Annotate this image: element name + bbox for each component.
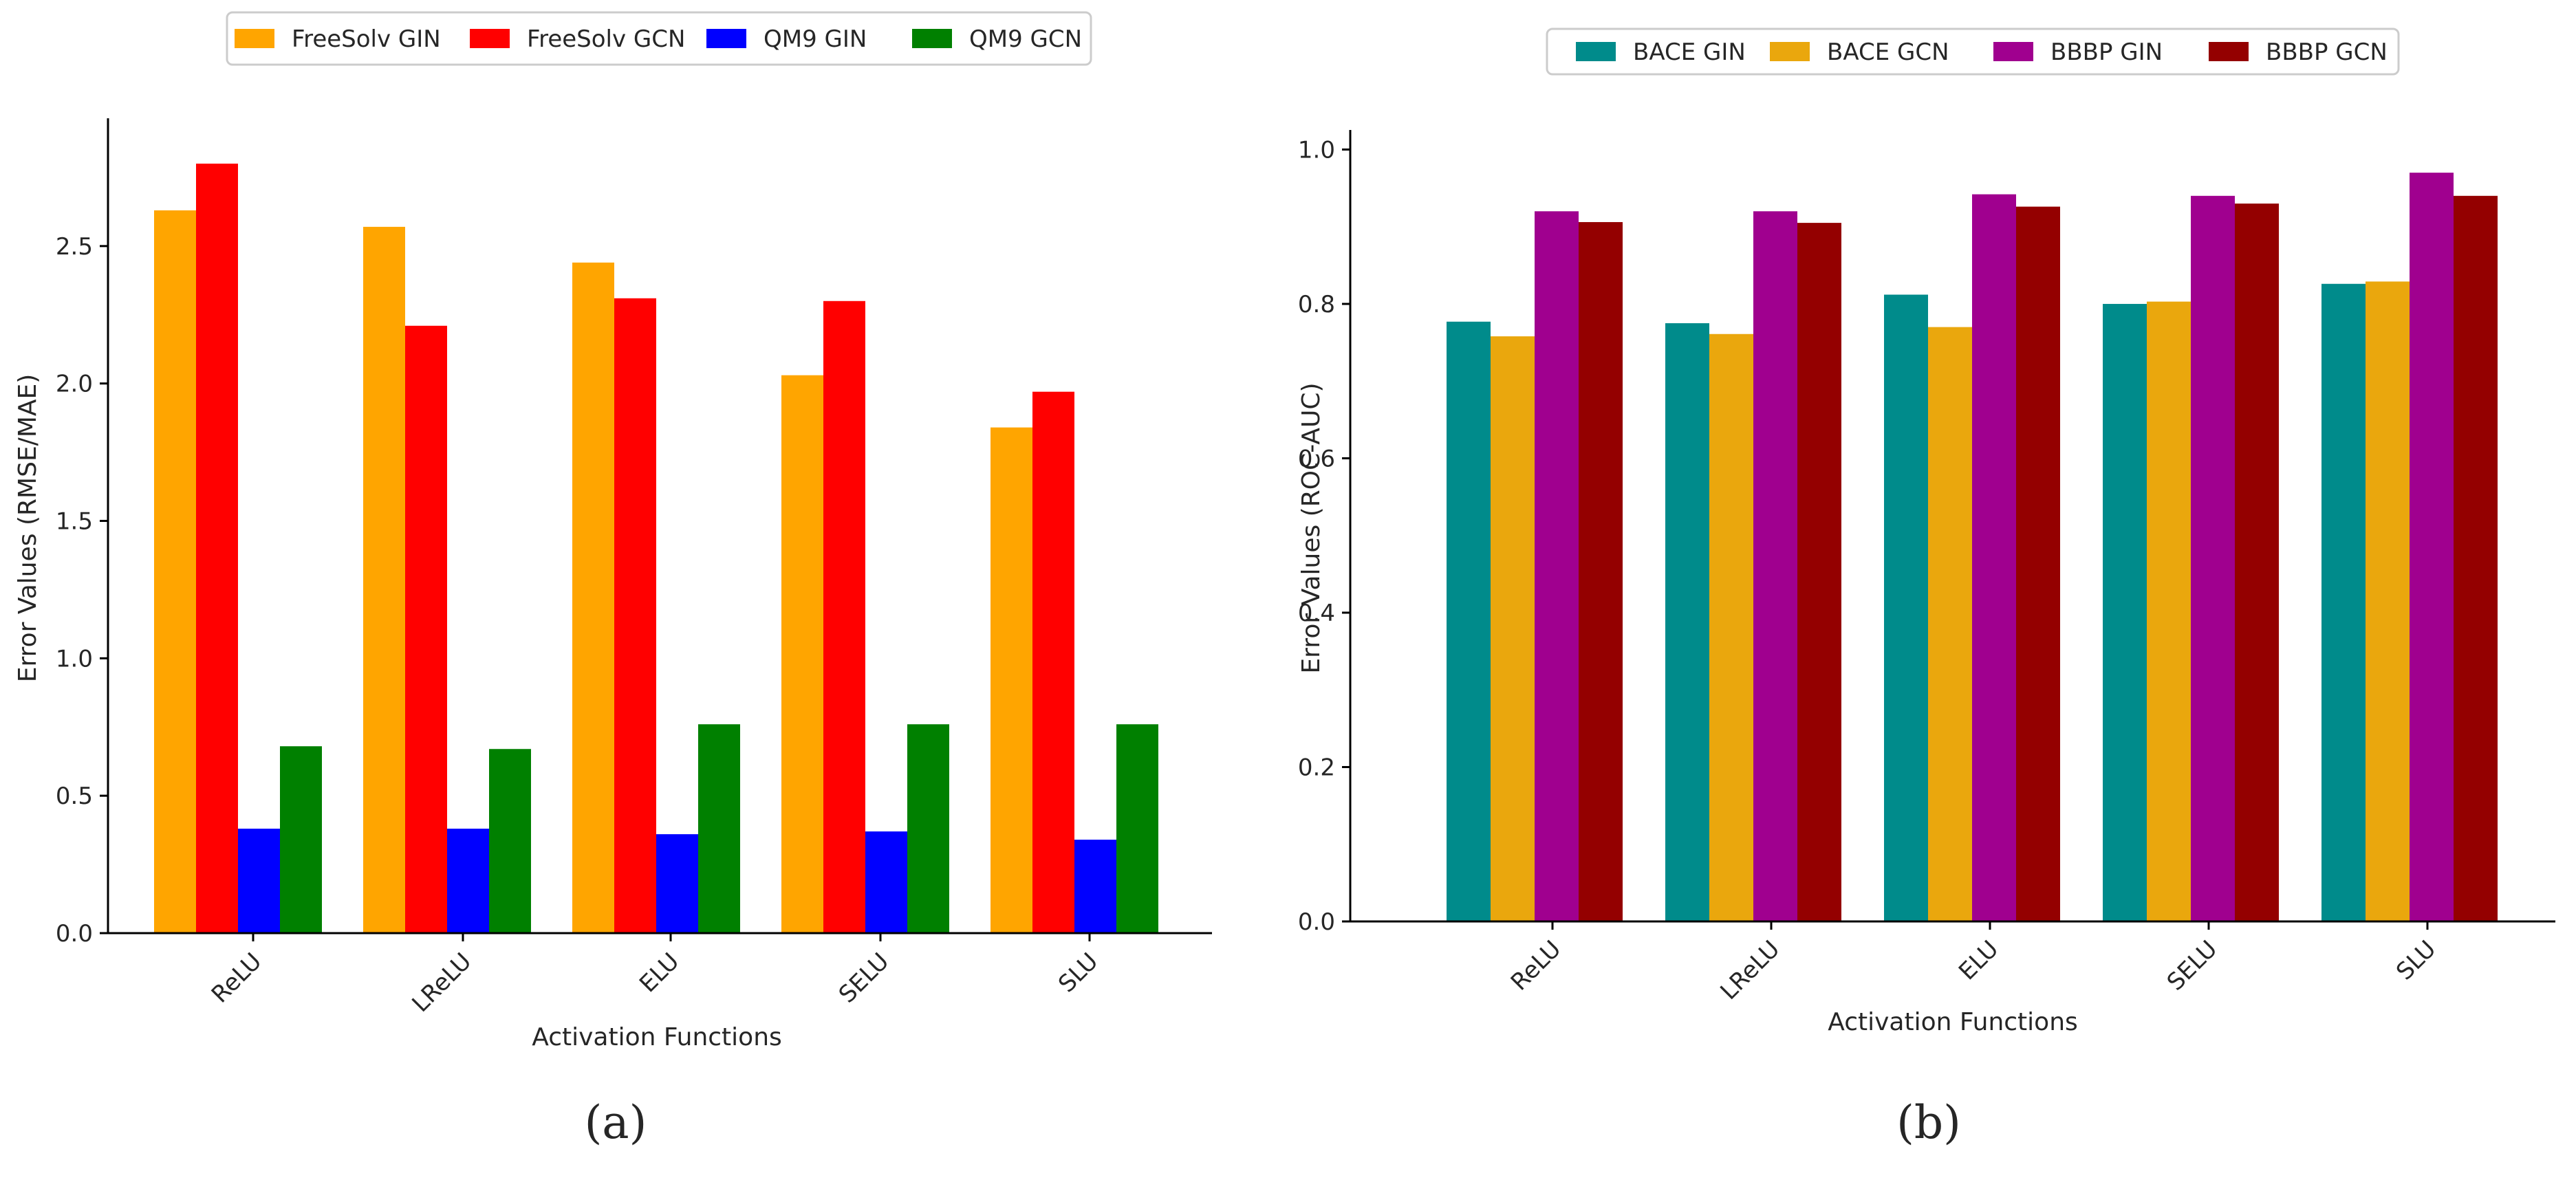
x-tick-label-slu: SLU [2391,935,2441,985]
bar-freesolv-gcn-relu [196,163,238,933]
legend-label: FreeSolv GIN [292,25,441,53]
bar-bbbp-gcn-lrelu [1797,223,1841,921]
bar-bbbp-gin-selu [2191,195,2235,921]
bar-bbbp-gin-relu [1535,211,1579,922]
bar-bace-gin-relu [1447,321,1491,921]
y-tick-label: 0.0 [56,920,93,948]
y-tick-label: 1.5 [56,508,93,536]
bar-bace-gin-slu [2321,283,2366,921]
bar-qm9-gcn-relu [280,746,322,933]
bar-bace-gcn-slu [2366,281,2410,921]
panel-label: (a) [585,1096,647,1149]
chart-a: 0.0 0.5 1.0 1.5 2.0 2.5 ReLU LReLU ELU SELU SLU Act… [14,11,1212,1149]
legend-label: QM9 GCN [969,25,1082,53]
bar-bace-gcn-relu [1491,336,1535,921]
legend: BACE GIN BACE GCN BBBP GIN BBBP GCN [1546,28,2400,76]
legend-swatch [235,29,274,48]
bar-qm9-gin-selu [865,831,907,933]
bar-bbbp-gin-lrelu [1753,211,1797,922]
bar-bbbp-gin-elu [1972,194,2016,921]
bar-bbbp-gcn-relu [1579,221,1623,921]
x-axis-title: Activation Functions [1828,1008,2078,1036]
x-tick-label-lrelu: LReLU [1715,935,1785,1005]
bar-bbbp-gin-slu [2410,173,2454,922]
y-axis-title: Error Values (ROC-AUC) [1297,382,1325,673]
legend-swatch [706,29,746,48]
bar-bbbp-gcn-slu [2454,195,2498,921]
bar-bace-gin-selu [2103,303,2147,921]
bar-freesolv-gcn-elu [614,298,656,933]
y-tick-label: 0.2 [1298,754,1335,781]
bar-freesolv-gcn-lrelu [405,325,447,933]
bar-qm9-gcn-elu [698,724,740,933]
y-tick-label: 0.4 [1298,600,1335,627]
legend-label: BBBP GCN [2266,39,2388,66]
legend-label: QM9 GIN [764,25,867,53]
bar-qm9-gcn-lrelu [489,749,531,933]
legend-swatch [912,29,952,48]
bar-qm9-gin-lrelu [447,829,489,933]
legend-frame [1546,28,2400,76]
x-tick-label-slu: SLU [1053,948,1103,998]
x-tick-label-relu: ReLU [206,948,267,1008]
panel-label: (b) [1896,1096,1961,1149]
legend: FreeSolv GIN FreeSolv GCN QM9 GIN QM9 GCN [226,11,1092,66]
x-axis-title: Activation Functions [532,1023,782,1051]
y-tick-label: 0.0 [1298,908,1335,936]
legend-frame [226,11,1092,66]
bar-bace-gin-lrelu [1665,323,1709,921]
y-tick-label: 0.5 [56,783,93,810]
bar-freesolv-gcn-selu [823,301,865,933]
chart-b: 0.0 0.2 0.4 0.6 0.8 1.0 ReLU LReLU ELU SELU SLU Act… [1297,28,2555,1149]
y-tick-label: 0.6 [1298,445,1335,472]
bar-bace-gcn-selu [2147,301,2191,921]
legend-swatch [1576,42,1616,61]
legend-label: BBBP GIN [2050,39,2163,66]
bar-freesolv-gin-elu [572,262,614,933]
bar-qm9-gin-slu [1074,840,1116,933]
bar-qm9-gcn-selu [907,724,949,933]
x-tick-label-relu: ReLU [1506,935,1566,996]
bar-qm9-gcn-slu [1116,724,1158,933]
bar-bace-gcn-elu [1928,327,1972,921]
y-tick-label: 0.8 [1298,291,1335,318]
x-tick-label-elu: ELU [1953,935,2004,985]
legend-label: FreeSolv GCN [527,25,685,53]
x-tick-label-selu: SELU [834,948,895,1009]
legend-label: BACE GCN [1827,39,1949,66]
legend-label: BACE GIN [1633,39,1746,66]
y-tick-label: 2.0 [56,371,93,398]
x-tick-label-lrelu: LReLU [407,948,477,1018]
legend-swatch [1770,42,1810,61]
legend-swatch [1993,42,2033,61]
bar-qm9-gin-relu [238,829,280,933]
bar-freesolv-gin-selu [781,375,823,933]
bar-freesolv-gin-relu [154,210,196,933]
bar-bbbp-gcn-elu [2016,206,2060,921]
legend-swatch [470,29,510,48]
y-tick-label: 1.0 [56,645,93,673]
bar-qm9-gin-elu [656,834,698,933]
bar-freesolv-gin-slu [991,427,1032,933]
y-axis-title: Error Values (RMSE/MAE) [14,374,42,683]
bar-bbbp-gcn-selu [2235,204,2279,921]
bar-bace-gin-elu [1884,294,1928,921]
bar-freesolv-gcn-slu [1032,391,1074,933]
legend-swatch [2209,42,2249,61]
bar-freesolv-gin-lrelu [363,226,405,933]
y-tick-label: 1.0 [1298,136,1335,164]
x-tick-label-elu: ELU [634,948,684,998]
x-tick-label-selu: SELU [2162,935,2223,996]
bar-bace-gcn-lrelu [1709,334,1753,921]
y-tick-label: 2.5 [56,233,93,261]
